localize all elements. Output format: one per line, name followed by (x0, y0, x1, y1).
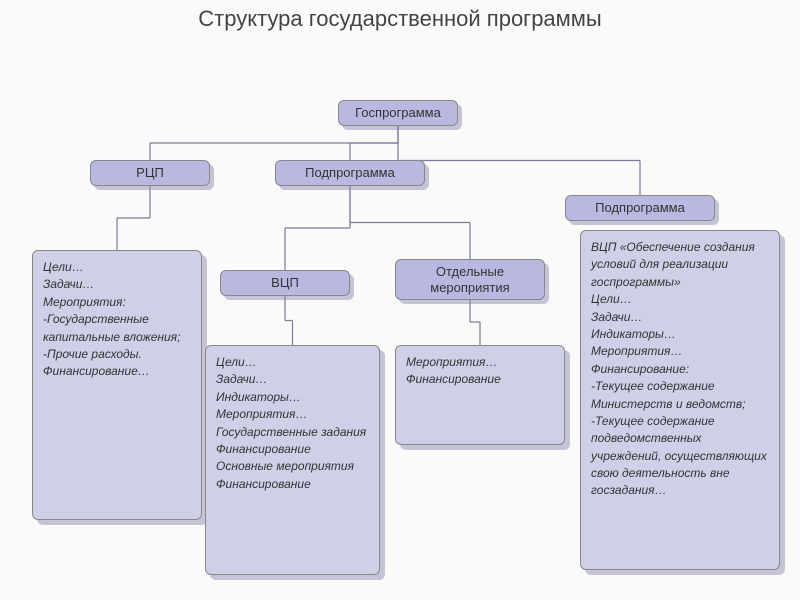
leaf-sep: Мероприятия…Финансирование (395, 345, 565, 445)
leaf-rcp: Цели…Задачи…Мероприятия:-Государственные… (32, 250, 202, 520)
leaf-sub2: ВЦП «Обеспечение создания условий для ре… (580, 230, 780, 570)
diagram-root: Структура государственной программы Цели… (0, 0, 800, 600)
node-sep: Отдельные мероприятия (395, 259, 545, 300)
node-vcp: ВЦП (220, 270, 350, 296)
leaf-vcp: Цели…Задачи…Индикаторы…Мероприятия…Госуд… (205, 345, 380, 575)
page-title: Структура государственной программы (0, 6, 800, 32)
node-root: Госпрограмма (338, 100, 458, 126)
node-sub1: Подпрограмма (275, 160, 425, 186)
node-sub2: Подпрограмма (565, 195, 715, 221)
node-rcp: РЦП (90, 160, 210, 186)
